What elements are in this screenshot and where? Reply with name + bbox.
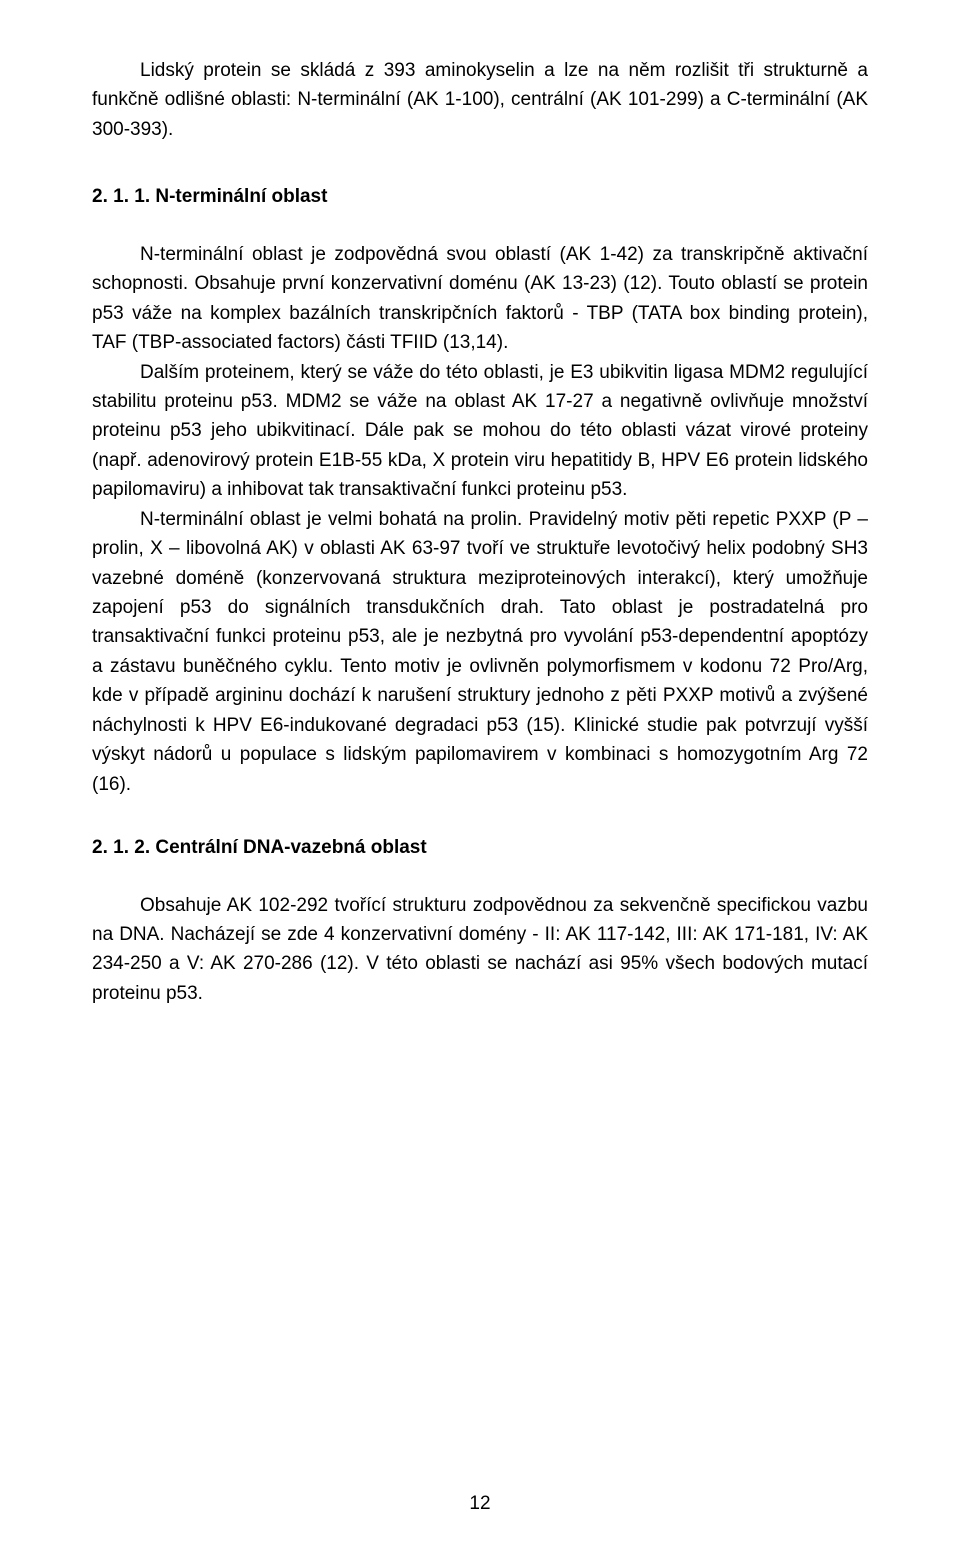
- body-paragraph-3: Dalším proteinem, který se váže do této …: [92, 358, 868, 505]
- body-paragraph-5: Obsahuje AK 102-292 tvořící strukturu zo…: [92, 891, 868, 1009]
- body-paragraph-2: N-terminální oblast je zodpovědná svou o…: [92, 240, 868, 358]
- document-page: Lidský protein se skládá z 393 aminokyse…: [0, 0, 960, 1543]
- body-paragraph-4: N-terminální oblast je velmi bohatá na p…: [92, 505, 868, 799]
- section-heading-central-dna: 2. 1. 2. Centrální DNA-vazebná oblast: [92, 833, 868, 862]
- page-number: 12: [0, 1493, 960, 1515]
- intro-paragraph: Lidský protein se skládá z 393 aminokyse…: [92, 56, 868, 144]
- section-heading-n-terminal: 2. 1. 1. N-terminální oblast: [92, 182, 868, 211]
